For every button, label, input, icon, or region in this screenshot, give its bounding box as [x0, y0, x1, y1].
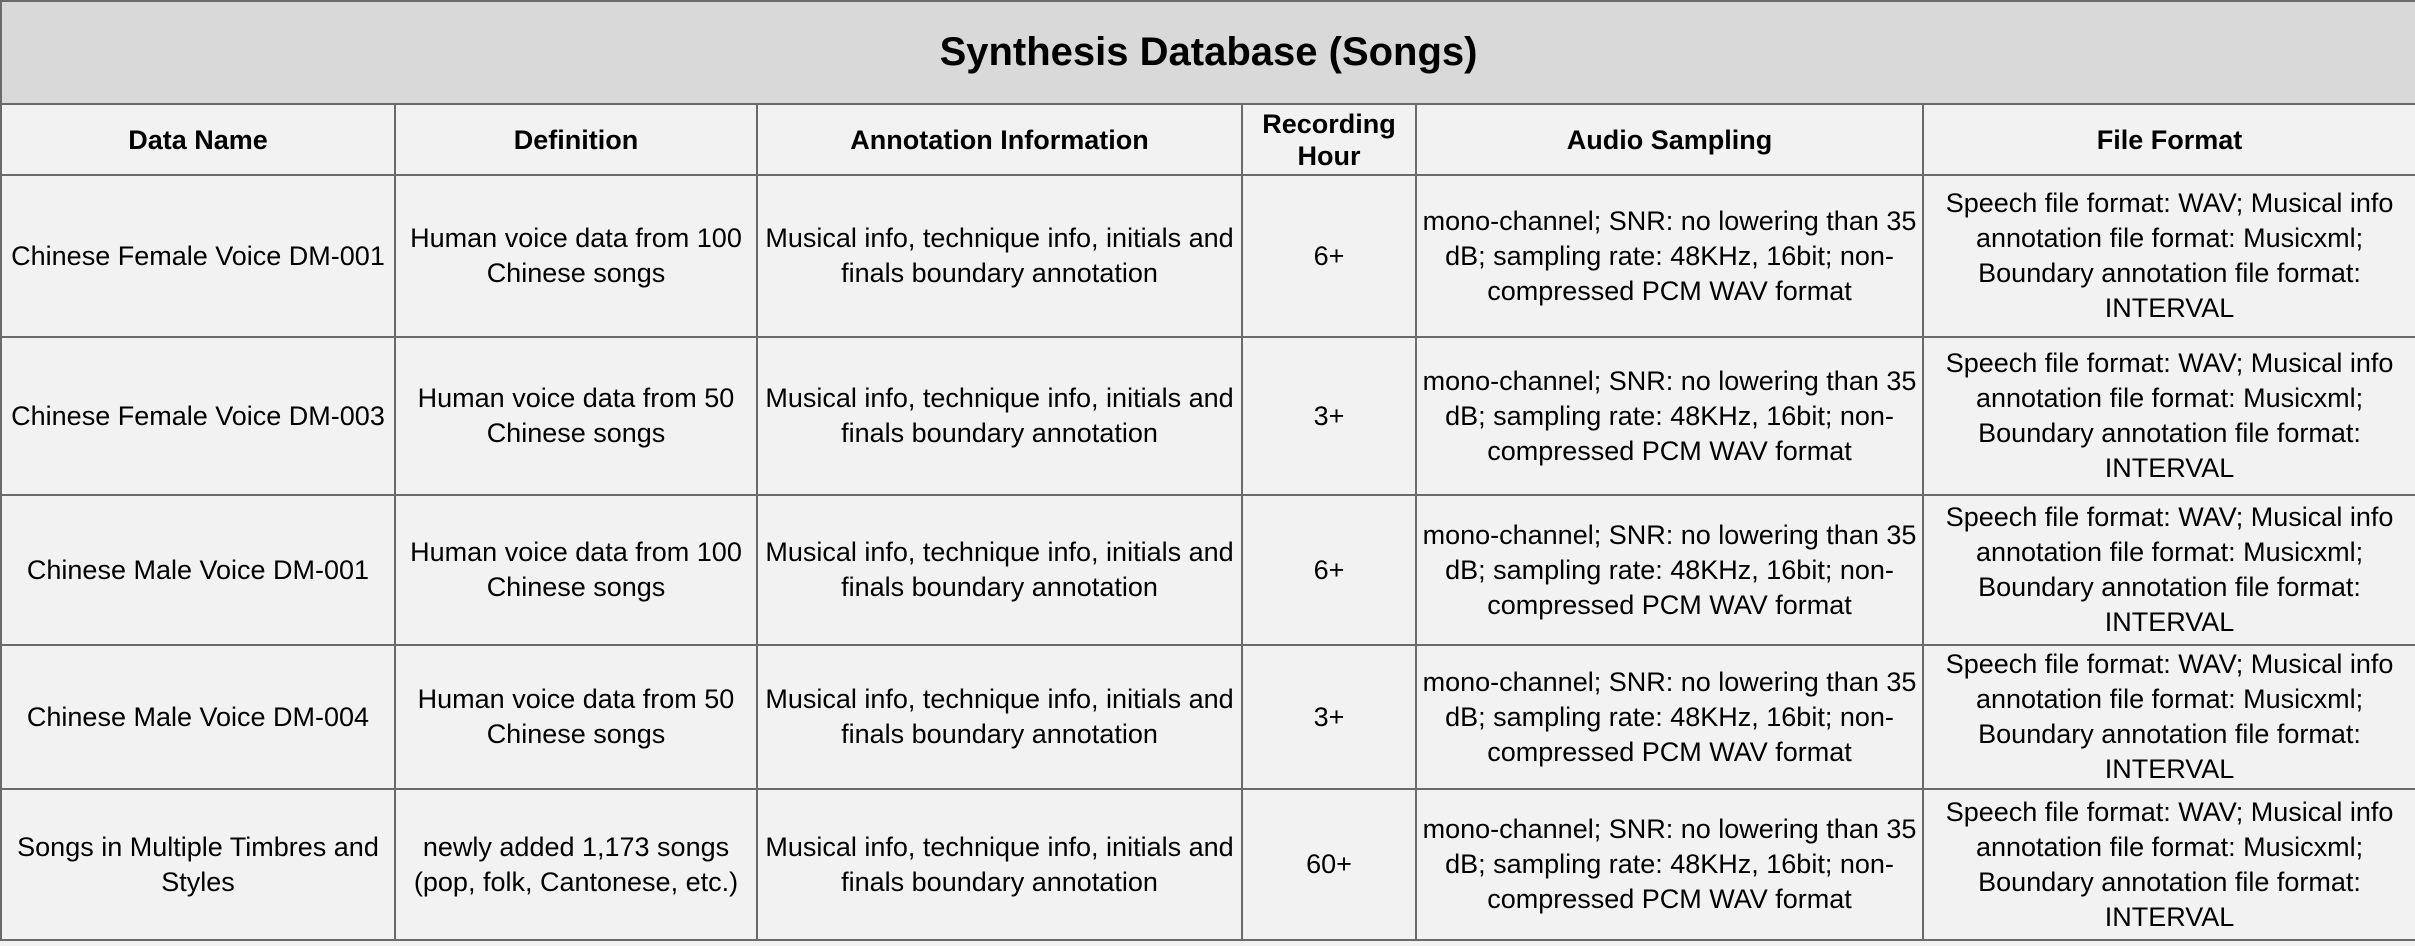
- table-cell: mono-channel; SNR: no lowering than 35 d…: [1415, 336, 1924, 496]
- table-cell: Speech file format: WAV; Musical info an…: [1921, 644, 2415, 790]
- table-cell: Speech file format: WAV; Musical info an…: [1921, 336, 2415, 496]
- column-header: Annotation Information: [756, 103, 1243, 176]
- table-cell: Human voice data from 100 Chinese songs: [394, 174, 758, 338]
- table-row: Chinese Male Voice DM-001 Human voice dat…: [0, 494, 2415, 646]
- table-cell: Chinese Male Voice DM-004: [0, 644, 396, 790]
- table-cell: 6+: [1241, 174, 1417, 338]
- table-cell: Songs in Multiple Timbres and Styles: [0, 788, 396, 941]
- column-header: Recording Hour: [1241, 103, 1417, 176]
- table-cell: mono-channel; SNR: no lowering than 35 d…: [1415, 788, 1924, 941]
- table-cell: mono-channel; SNR: no lowering than 35 d…: [1415, 494, 1924, 646]
- table-cell: Musical info, technique info, initials a…: [756, 788, 1243, 941]
- table-cell: Musical info, technique info, initials a…: [756, 336, 1243, 496]
- table-cell: 6+: [1241, 494, 1417, 646]
- table-cell: Chinese Male Voice DM-001: [0, 494, 396, 646]
- table-cell: Human voice data from 100 Chinese songs: [394, 494, 758, 646]
- column-header: Definition: [394, 103, 758, 176]
- table-row: Songs in Multiple Timbres and Styles newl…: [0, 788, 2415, 941]
- table-cell: Musical info, technique info, initials a…: [756, 494, 1243, 646]
- table-row: Chinese Female Voice DM-003 Human voice d…: [0, 336, 2415, 496]
- table-cell: Human voice data from 50 Chinese songs: [394, 644, 758, 790]
- table-row: Chinese Male Voice DM-004 Human voice dat…: [0, 644, 2415, 790]
- table-cell: mono-channel; SNR: no lowering than 35 d…: [1415, 174, 1924, 338]
- table-body: Chinese Female Voice DM-001 Human voice d…: [0, 174, 2415, 941]
- column-header: Data Name: [0, 103, 396, 176]
- table-cell: mono-channel; SNR: no lowering than 35 d…: [1415, 644, 1924, 790]
- column-header: File Format: [1921, 103, 2415, 176]
- table-cell: Chinese Female Voice DM-003: [0, 336, 396, 496]
- column-header: Audio Sampling: [1415, 103, 1924, 176]
- table-cell: 60+: [1241, 788, 1417, 941]
- table-cell: Musical info, technique info, initials a…: [756, 644, 1243, 790]
- header-row: Data Name Definition Annotation Informatio…: [0, 103, 2415, 176]
- table-cell: Chinese Female Voice DM-001: [0, 174, 396, 338]
- table-cell: Speech file format: WAV; Musical info an…: [1921, 494, 2415, 646]
- table-cell: 3+: [1241, 644, 1417, 790]
- table-cell: Human voice data from 50 Chinese songs: [394, 336, 758, 496]
- table-title: Synthesis Database (Songs): [0, 0, 2415, 105]
- table-cell: newly added 1,173 songs (pop, folk, Cant…: [394, 788, 758, 941]
- table-cell: Speech file format: WAV; Musical info an…: [1921, 788, 2415, 941]
- table-row: Chinese Female Voice DM-001 Human voice d…: [0, 174, 2415, 338]
- table-cell: Musical info, technique info, initials a…: [756, 174, 1243, 338]
- table-cell: Speech file format: WAV; Musical info an…: [1921, 174, 2415, 338]
- table-cell: 3+: [1241, 336, 1417, 496]
